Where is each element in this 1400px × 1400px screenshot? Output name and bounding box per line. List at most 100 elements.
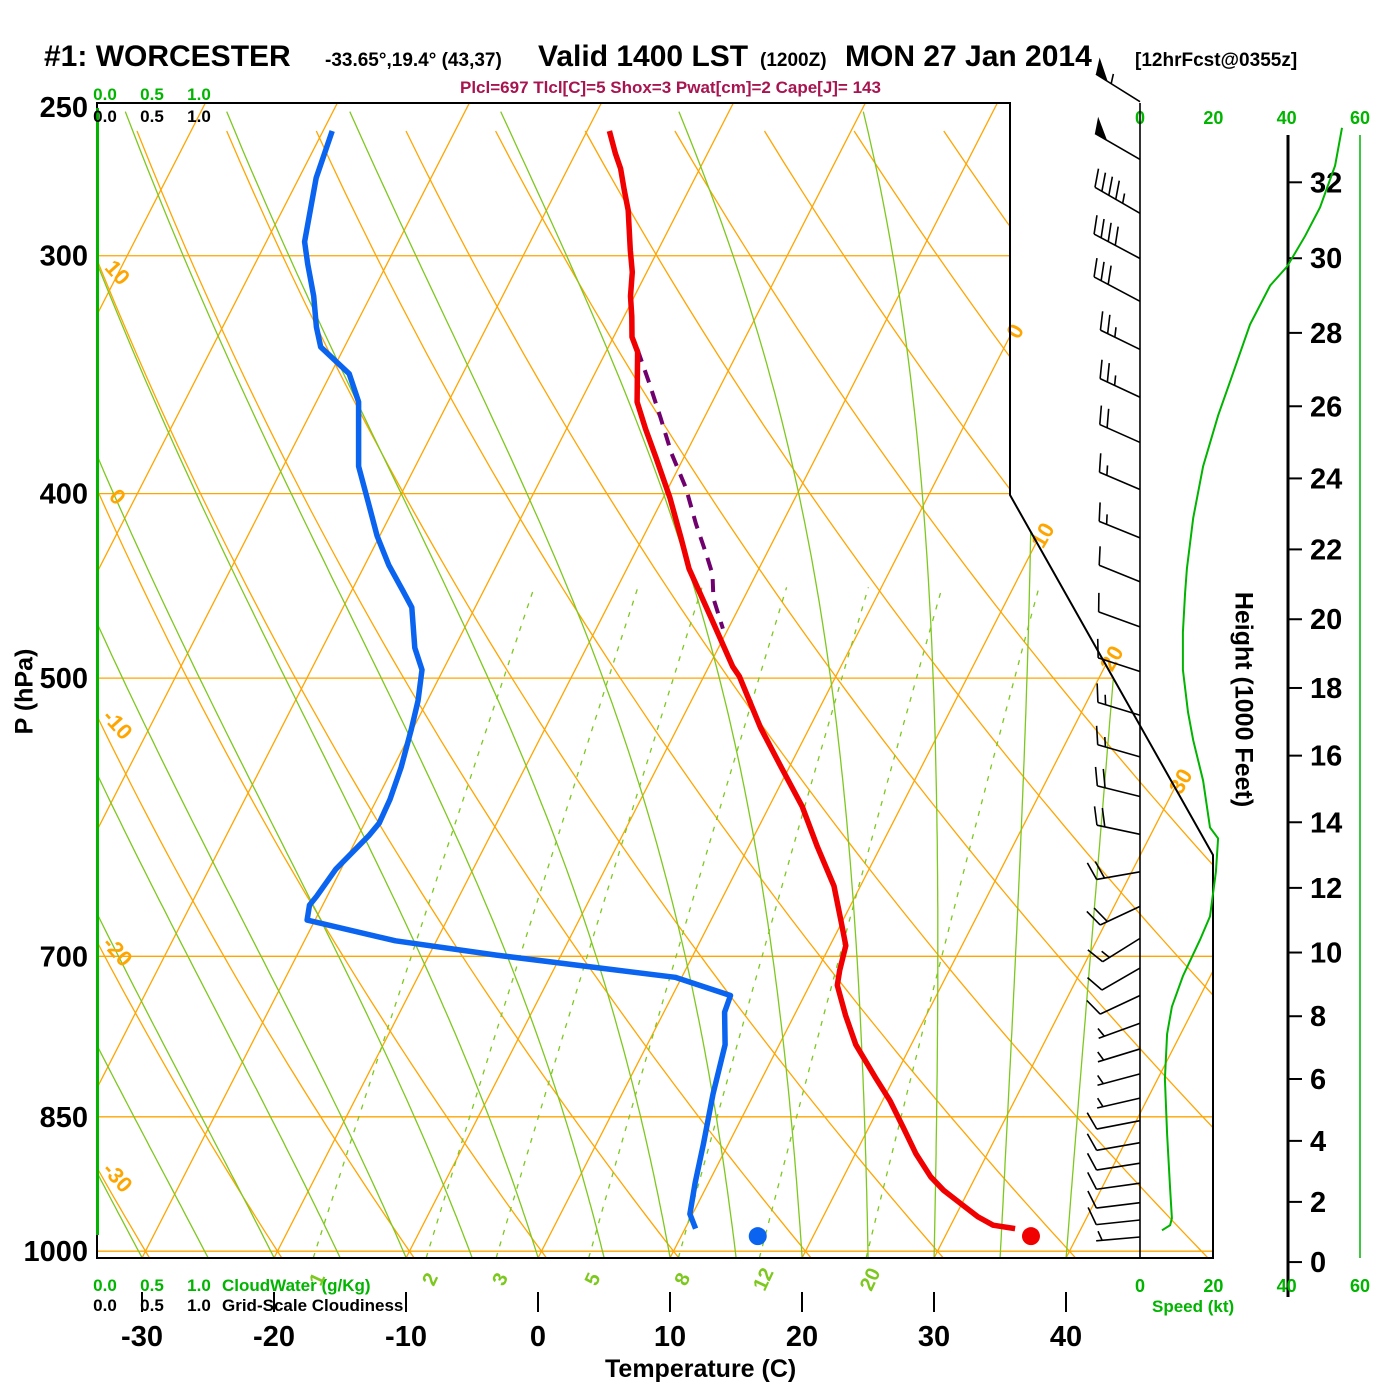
wind-barb (1095, 57, 1141, 103)
tick-label: -20 (98, 931, 138, 971)
dry-adiabat-line (136, 130, 812, 1258)
tick-label: 400 (40, 479, 88, 511)
isotherm-line (97, 103, 206, 1258)
tick-label: 20 (856, 1265, 885, 1294)
wind-barb (1094, 766, 1141, 798)
tick-label: 0 (104, 484, 131, 510)
wind-barb (1087, 1172, 1141, 1191)
tick-label: 0.5 (140, 107, 164, 126)
tick-label: 20 (1203, 1276, 1223, 1296)
wind-barb (1097, 1022, 1141, 1039)
tick-label: 28 (1310, 318, 1342, 350)
wind-barb (1099, 359, 1141, 398)
moist-adiabat-line (97, 111, 275, 1258)
surface-dewpoint-dot (748, 1227, 767, 1246)
moist-adiabat-line (349, 111, 737, 1258)
moist-adiabat-line (97, 111, 341, 1258)
wind-barb (1094, 168, 1141, 215)
dry-adiabat-line (584, 130, 1213, 1258)
tick-label: 30 (1310, 243, 1342, 275)
wind-barb (1087, 1190, 1141, 1209)
station-title: #1: WORCESTER (44, 40, 291, 73)
mixing-ratio-line (588, 587, 788, 1258)
dewpoint-curve (301, 130, 734, 1230)
tick-label: 1000 (23, 1236, 88, 1268)
wind-barb (1086, 1133, 1141, 1152)
mixing-ratio-line (677, 587, 870, 1258)
dry-adiabat-line (495, 130, 1213, 1258)
wind-barb (1097, 1073, 1141, 1087)
tick-label: -30 (98, 1157, 138, 1197)
plot-border (96, 102, 1214, 1259)
moist-adiabat-line (97, 111, 473, 1258)
cloudiness-axis-title: Grid-Scale Cloudiness (222, 1296, 404, 1315)
tick-label: 2 (1310, 1187, 1326, 1219)
isotherm-line (801, 103, 1213, 1258)
tick-label: 0.5 (140, 1296, 164, 1315)
wind-barb (1086, 1152, 1141, 1171)
tick-label: 0.0 (93, 1296, 117, 1315)
tick-label: 0 (1135, 1276, 1145, 1296)
tick-label: -10 (385, 1321, 427, 1353)
tick-label: 4 (1310, 1126, 1326, 1158)
wind-barb (1094, 116, 1141, 161)
dry-adiabat-line (97, 130, 283, 1258)
background-isolines (0, 103, 1213, 1258)
tick-label: -20 (253, 1321, 295, 1353)
tick-label: 60 (1350, 1276, 1370, 1296)
height-axis-title: Height (1000 Feet) (1229, 591, 1258, 808)
isotherm-line (537, 103, 1130, 1258)
tick-label: 1.0 (187, 85, 211, 104)
wind-barb (1086, 905, 1141, 926)
tick-label: 0.0 (93, 85, 117, 104)
temperature-axis-title: Temperature (C) (605, 1355, 797, 1383)
dry-adiabat-line (226, 130, 944, 1258)
forecast-tag: [12hrFcst@0355z] (1135, 50, 1298, 71)
plot-frame (96, 102, 1214, 1259)
wind-barb (1096, 1097, 1141, 1109)
wind-barb (1087, 1207, 1141, 1226)
surface-temp-dot (1021, 1227, 1040, 1246)
dry-adiabat-line (97, 130, 415, 1258)
dry-adiabat-line (1032, 130, 1213, 1258)
tick-label: 3 (488, 1270, 513, 1289)
dry-adiabat-line (674, 130, 1213, 1258)
tick-label: 30 (918, 1321, 950, 1353)
tick-label: 10 (654, 1321, 686, 1353)
dry-adiabat-line (405, 130, 1209, 1258)
tick-label: 8 (1310, 1001, 1326, 1033)
tick-label: 0 (1310, 1247, 1326, 1279)
wind-barb (1096, 683, 1141, 717)
wind-barb (1086, 994, 1141, 1015)
tick-label: 0 (1001, 320, 1029, 343)
tick-label: 850 (40, 1102, 88, 1134)
wind-barbs (1086, 57, 1141, 1258)
dry-adiabat-line (97, 130, 547, 1258)
isotherm-line (405, 103, 998, 1258)
speed-axis: 0 0 20 20 40 40 60 60 (1135, 108, 1370, 1296)
dry-adiabat-line (315, 130, 1076, 1258)
pressure-axis: 250 300 400 500 700 850 1000 (23, 92, 88, 1268)
isotherm-line (97, 103, 470, 1258)
tick-label: 20 (1203, 108, 1223, 128)
moist-adiabat-line (500, 111, 803, 1258)
wind-barb (1097, 1048, 1141, 1063)
wind-barb (1086, 967, 1141, 991)
tick-label: 500 (40, 663, 88, 695)
tick-label: 40 (1277, 1276, 1297, 1296)
isotherm-line (141, 103, 734, 1258)
moist-adiabat-line (97, 111, 407, 1258)
wind-barb (1099, 311, 1141, 351)
tick-label: 300 (40, 241, 88, 273)
wind-barb (1097, 592, 1141, 628)
stability-indices: Plcl=697 Tlcl[C]=5 Shox=3 Pwat[cm]=2 Cap… (460, 78, 881, 97)
tick-label: 24 (1310, 463, 1342, 495)
wind-barb (1096, 638, 1141, 673)
tick-label: 10 (1310, 938, 1342, 970)
cloud-scales: 0.00.00.50.51.01.00.00.00.50.51.01.0 (93, 85, 211, 1315)
isotherm-line (97, 103, 338, 1258)
moist-adiabat-line (0, 112, 10, 1258)
